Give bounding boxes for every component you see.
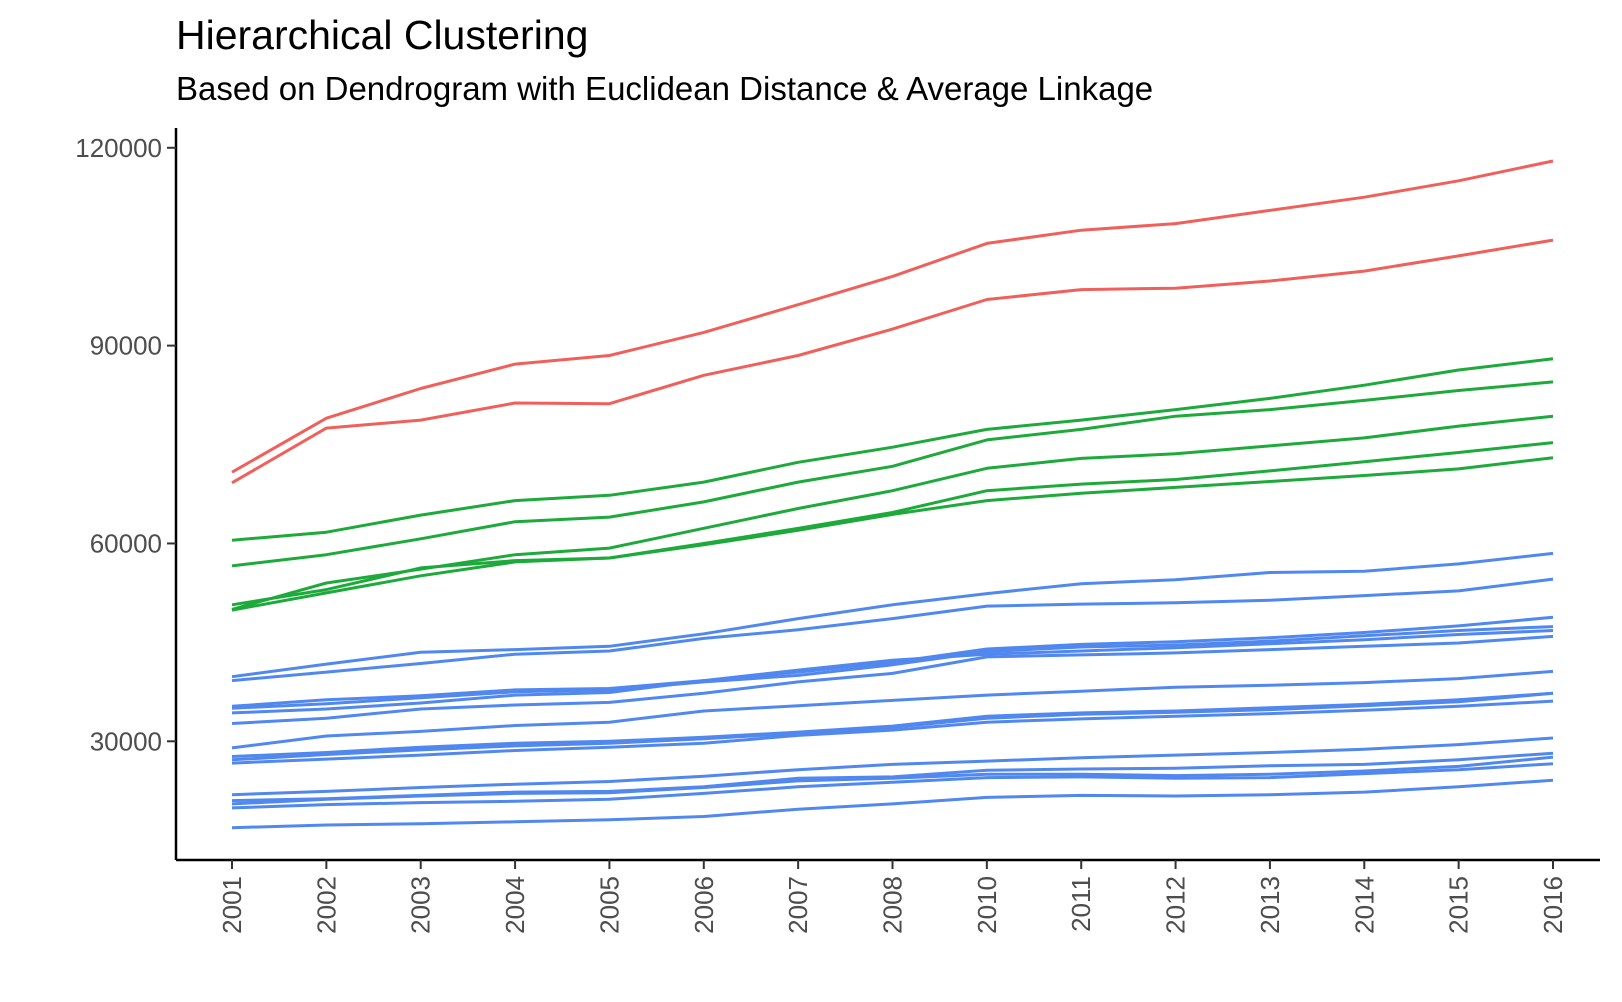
y-tick-label: 30000: [90, 726, 162, 756]
x-tick-label: 2011: [1066, 876, 1096, 932]
chart-subtitle: Based on Dendrogram with Euclidean Dista…: [176, 70, 1154, 107]
x-tick-label: 2007: [783, 876, 813, 934]
x-tick-label: 2014: [1349, 876, 1379, 934]
x-tick-label: 2013: [1255, 876, 1285, 934]
series-line-cluster-2-3: [231, 357, 1554, 542]
series-line-cluster-2-7: [231, 456, 1554, 612]
x-tick-label: 2012: [1161, 876, 1191, 934]
x-tick-label: 2008: [878, 876, 908, 934]
series-line-cluster-3-8: [231, 551, 1554, 679]
series-line-cluster-3-12: [231, 629, 1554, 715]
series-line-cluster-3-13: [231, 634, 1554, 725]
x-tick-label: 2005: [594, 876, 624, 934]
y-tick-label: 60000: [90, 528, 162, 558]
series-line-cluster-1-1: [231, 159, 1554, 474]
series-line-cluster-3-18: [231, 736, 1554, 797]
axes: 30000 60000 90000 120000 2001 2002 2003 2004 200…: [75, 128, 1600, 934]
y-tick-label: 90000: [90, 331, 162, 361]
series-lines: [231, 159, 1554, 830]
series-line-cluster-3-11: [231, 625, 1554, 710]
series-line-cluster-3-9: [231, 577, 1554, 683]
chart-title: Hierarchical Clustering: [176, 12, 589, 58]
series-line-cluster-2-4: [231, 380, 1554, 568]
x-tick-label: 2002: [311, 876, 341, 934]
x-tick-label: 2003: [406, 876, 436, 934]
x-tick-label: 2006: [689, 876, 719, 934]
series-line-cluster-1-2: [231, 238, 1554, 485]
series-line-cluster-3-16: [231, 691, 1554, 762]
y-tick-label: 120000: [75, 133, 162, 163]
series-line-cluster-3-22: [231, 778, 1554, 830]
series-line-cluster-3-14: [231, 669, 1554, 750]
series-line-cluster-3-17: [231, 699, 1554, 765]
x-tick-label: 2010: [972, 876, 1002, 934]
series-line-cluster-3-20: [231, 755, 1554, 806]
x-tick-label: 2004: [500, 876, 530, 934]
x-tick-label: 2015: [1444, 876, 1474, 934]
series-line-cluster-3-21: [231, 762, 1554, 810]
series-line-cluster-3-10: [231, 615, 1554, 708]
x-tick-label: 2001: [217, 876, 247, 934]
series-line-cluster-2-6: [231, 414, 1554, 611]
x-tick-label: 2016: [1538, 876, 1568, 934]
